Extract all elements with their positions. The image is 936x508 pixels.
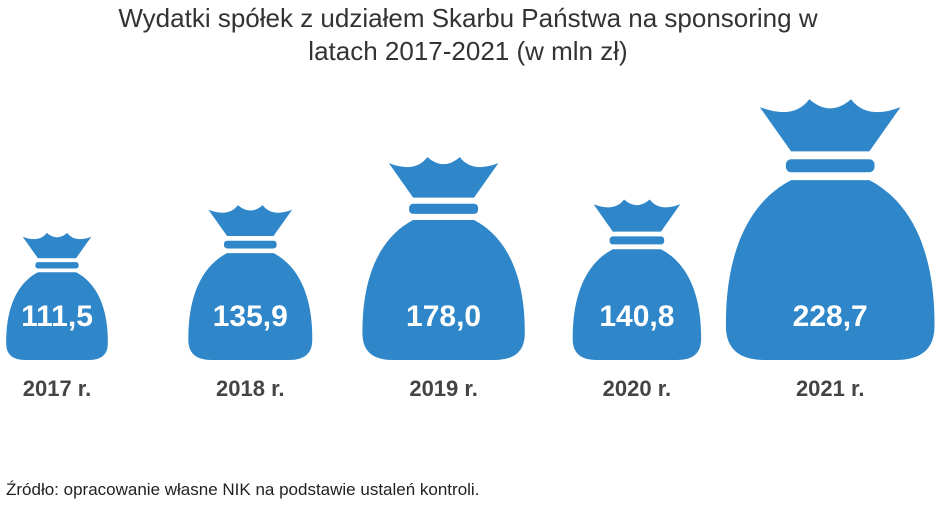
bag-band	[609, 236, 665, 245]
value-label: 178,0	[406, 300, 481, 333]
bag-band	[409, 203, 479, 214]
bag-knot	[593, 199, 681, 232]
money-bag	[362, 157, 525, 360]
category-label: 2017 r.	[23, 376, 92, 401]
value-label: 135,9	[213, 300, 288, 333]
value-label: 140,8	[599, 300, 674, 333]
money-bag	[188, 205, 313, 360]
chart-title: Wydatki spółek z udziałem Skarbu Państwa…	[118, 3, 818, 66]
bag-band	[223, 240, 277, 249]
source-note: Źródło: opracowanie własne NIK na podsta…	[6, 480, 480, 499]
bag-body	[572, 249, 702, 360]
category-label: 2019 r.	[409, 376, 478, 401]
bag-knot	[759, 99, 901, 152]
value-label: 228,7	[793, 300, 868, 333]
bag-band	[785, 159, 875, 173]
chart: 111,5 2017 r. 135,9 2018 r. 178,0 2019 r. 140,…	[6, 99, 935, 401]
bag-band	[35, 262, 79, 269]
category-label: 2020 r.	[603, 376, 672, 401]
money-bag	[725, 99, 935, 360]
money-bag	[6, 232, 108, 360]
money-bag	[572, 199, 702, 360]
bag-knot	[388, 157, 499, 198]
category-label: 2021 r.	[796, 376, 865, 401]
category-label: 2018 r.	[216, 376, 285, 401]
bag-body	[362, 219, 525, 360]
bag-knot	[208, 205, 293, 237]
bag-body	[6, 272, 108, 360]
bag-body	[725, 180, 935, 360]
bag-knot	[22, 232, 92, 259]
bag-body	[188, 253, 313, 360]
value-label: 111,5	[21, 300, 93, 333]
